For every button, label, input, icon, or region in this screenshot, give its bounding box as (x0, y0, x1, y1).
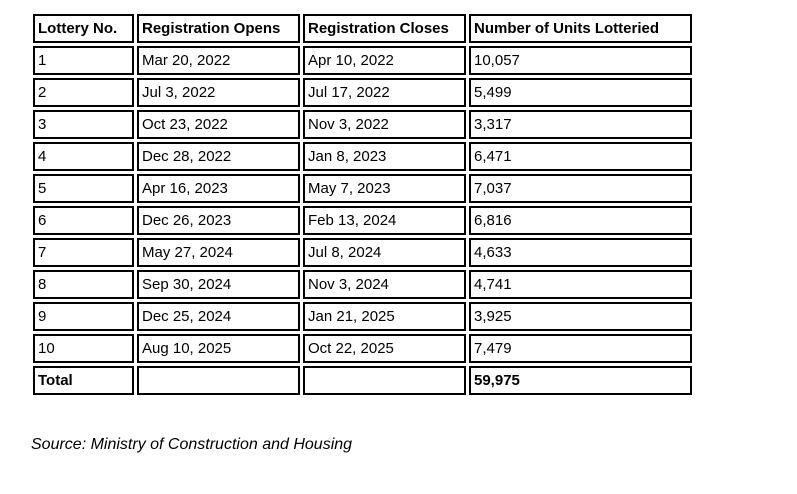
header-lottery-no: Lottery No. (33, 14, 134, 43)
table-cell: 5 (33, 174, 134, 203)
table-cell: Dec 28, 2022 (137, 142, 300, 171)
total-row: Total 59,975 (33, 366, 692, 395)
table-cell: 4,741 (469, 270, 692, 299)
header-number-of-units: Number of Units Lotteried (469, 14, 692, 43)
header-row: Lottery No. Registration Opens Registrat… (33, 14, 692, 43)
table-row: 5 Apr 16, 2023 May 7, 2023 7,037 (33, 174, 692, 203)
table-cell: Nov 3, 2024 (303, 270, 466, 299)
table-cell: 10,057 (469, 46, 692, 75)
table-row: 3 Oct 23, 2022 Nov 3, 2022 3,317 (33, 110, 692, 139)
table-cell: Sep 30, 2024 (137, 270, 300, 299)
table-cell: Aug 10, 2025 (137, 334, 300, 363)
table-cell: Apr 16, 2023 (137, 174, 300, 203)
table-cell: Jan 8, 2023 (303, 142, 466, 171)
table-cell: 3,317 (469, 110, 692, 139)
total-label-cell: Total (33, 366, 134, 395)
lottery-table: Lottery No. Registration Opens Registrat… (30, 11, 695, 398)
table-row: 8 Sep 30, 2024 Nov 3, 2024 4,741 (33, 270, 692, 299)
table-cell: 7,479 (469, 334, 692, 363)
total-units-cell: 59,975 (469, 366, 692, 395)
table-cell: Jan 21, 2025 (303, 302, 466, 331)
table-cell: 5,499 (469, 78, 692, 107)
table-cell: 4,633 (469, 238, 692, 267)
table-cell: 6 (33, 206, 134, 235)
table-row: 4 Dec 28, 2022 Jan 8, 2023 6,471 (33, 142, 692, 171)
table-cell: 2 (33, 78, 134, 107)
table-row: 2 Jul 3, 2022 Jul 17, 2022 5,499 (33, 78, 692, 107)
table-row: 1 Mar 20, 2022 Apr 10, 2022 10,057 (33, 46, 692, 75)
table-cell: Jul 8, 2024 (303, 238, 466, 267)
table-cell: 9 (33, 302, 134, 331)
table-cell: Jul 17, 2022 (303, 78, 466, 107)
table-cell: Dec 25, 2024 (137, 302, 300, 331)
table-cell: 7 (33, 238, 134, 267)
total-opens-cell (137, 366, 300, 395)
table-cell: Feb 13, 2024 (303, 206, 466, 235)
table-footer: Total 59,975 (33, 366, 692, 395)
table-cell: 3 (33, 110, 134, 139)
table-row: 6 Dec 26, 2023 Feb 13, 2024 6,816 (33, 206, 692, 235)
table-cell: May 7, 2023 (303, 174, 466, 203)
table-cell: Oct 22, 2025 (303, 334, 466, 363)
header-registration-opens: Registration Opens (137, 14, 300, 43)
total-closes-cell (303, 366, 466, 395)
table-body: 1 Mar 20, 2022 Apr 10, 2022 10,057 2 Jul 3, 2… (33, 46, 692, 363)
table-cell: Mar 20, 2022 (137, 46, 300, 75)
table-cell: 6,471 (469, 142, 692, 171)
table-cell: 1 (33, 46, 134, 75)
header-registration-closes: Registration Closes (303, 14, 466, 43)
table-cell: Jul 3, 2022 (137, 78, 300, 107)
table-cell: 8 (33, 270, 134, 299)
source-note: Source: Ministry of Construction and Hou… (31, 436, 353, 453)
table-cell: May 27, 2024 (137, 238, 300, 267)
table-row: 10 Aug 10, 2025 Oct 22, 2025 7,479 (33, 334, 692, 363)
table-cell: 4 (33, 142, 134, 171)
table-cell: Nov 3, 2022 (303, 110, 466, 139)
table-cell: 10 (33, 334, 134, 363)
table-cell: 3,925 (469, 302, 692, 331)
lottery-table-container: Lottery No. Registration Opens Registrat… (30, 11, 695, 398)
table-row: 9 Dec 25, 2024 Jan 21, 2025 3,925 (33, 302, 692, 331)
table-cell: 6,816 (469, 206, 692, 235)
table-header: Lottery No. Registration Opens Registrat… (33, 14, 692, 43)
table-cell: 7,037 (469, 174, 692, 203)
table-cell: Oct 23, 2022 (137, 110, 300, 139)
table-row: 7 May 27, 2024 Jul 8, 2024 4,633 (33, 238, 692, 267)
table-cell: Apr 10, 2022 (303, 46, 466, 75)
table-cell: Dec 26, 2023 (137, 206, 300, 235)
